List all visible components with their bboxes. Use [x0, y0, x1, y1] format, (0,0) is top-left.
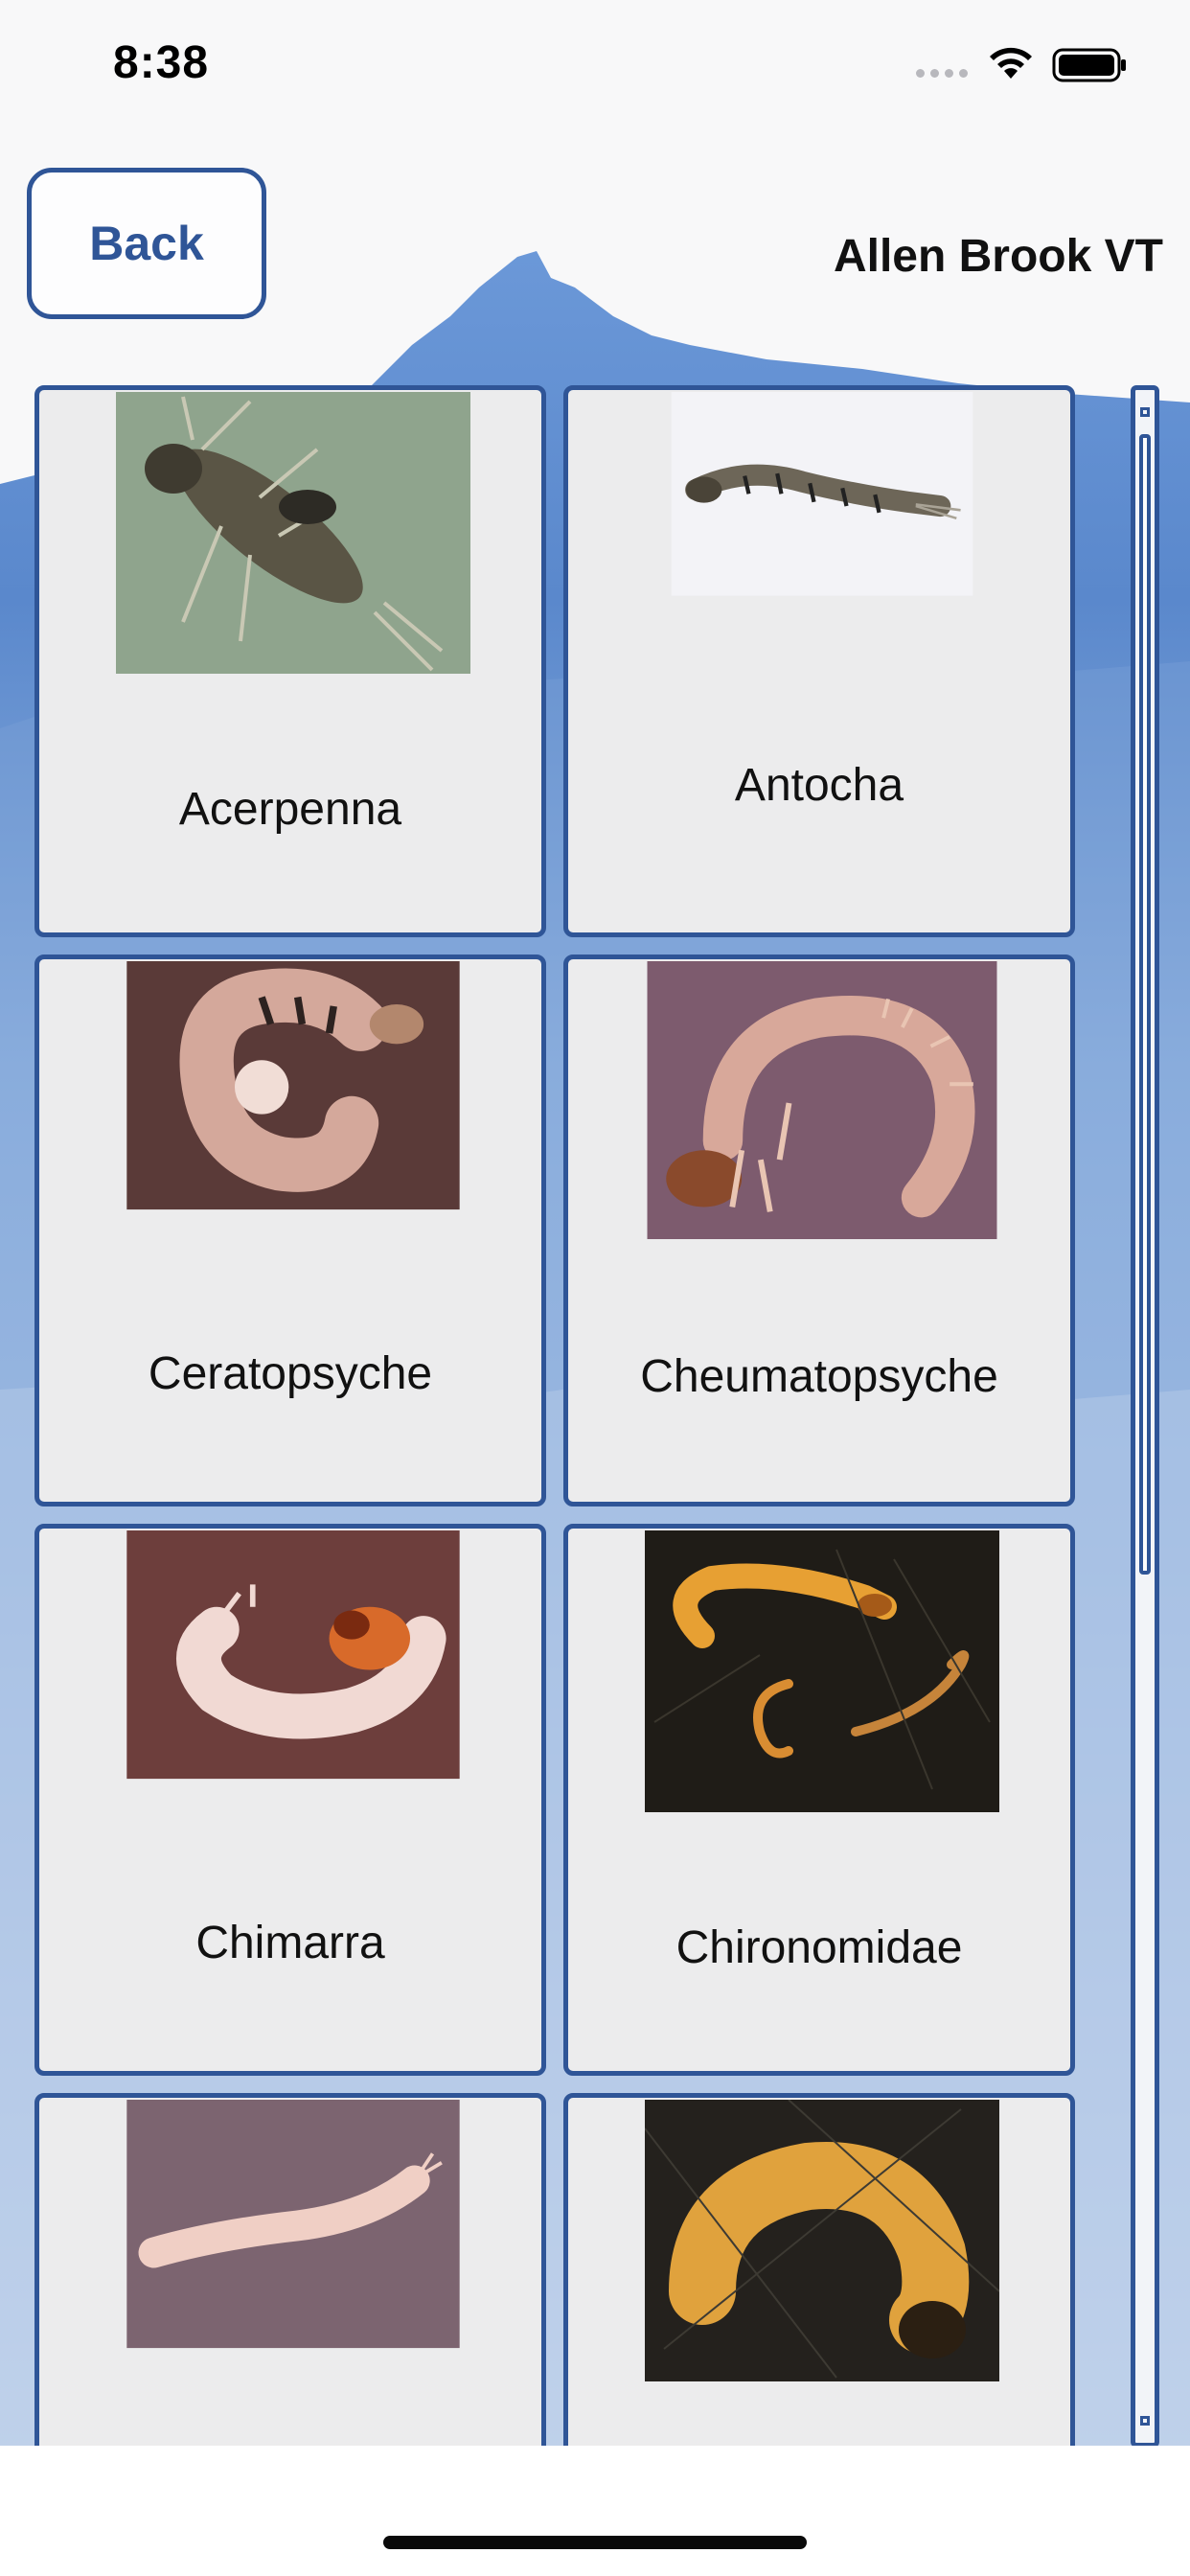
taxon-photo	[647, 961, 997, 1239]
taxon-card[interactable]: Antocha	[563, 385, 1075, 937]
taxon-name: Acerpenna	[178, 784, 402, 835]
taxon-card[interactable]: Ceratopsyche	[34, 954, 546, 1506]
taxon-card[interactable]: Acerpenna	[34, 385, 546, 937]
taxon-card[interactable]: Cheumatopsyche	[563, 954, 1075, 1506]
scroll-up-icon[interactable]	[1140, 407, 1150, 417]
battery-icon	[1052, 48, 1126, 82]
taxon-photo	[126, 1530, 460, 1780]
cellular-signal-icon	[916, 69, 968, 78]
taxon-card[interactable]	[563, 2093, 1075, 2446]
status-bar: 8:38	[0, 0, 1190, 134]
scroll-down-icon[interactable]	[1140, 2416, 1150, 2426]
taxon-photo	[671, 392, 973, 596]
taxon-photo	[126, 2100, 460, 2349]
taxon-name: Antocha	[734, 760, 904, 811]
taxon-card[interactable]	[34, 2093, 546, 2446]
status-time: 8:38	[113, 37, 210, 88]
taxon-name: Chironomidae	[675, 1922, 963, 1973]
taxa-grid: Acerpenna Antocha Ceratopsyche	[0, 383, 1102, 2446]
home-indicator[interactable]	[383, 2536, 807, 2549]
taxon-photo	[116, 392, 470, 674]
taxon-card[interactable]: Chironomidae	[563, 1524, 1075, 2076]
scrollbar[interactable]	[1131, 385, 1159, 2448]
taxon-photo	[645, 1530, 999, 1812]
taxon-name: Ceratopsyche	[148, 1348, 433, 1399]
taxon-photo	[645, 2100, 999, 2381]
wifi-icon	[990, 47, 1032, 79]
back-button[interactable]: Back	[27, 168, 266, 319]
taxon-name: Cheumatopsyche	[640, 1351, 998, 1402]
taxon-name: Chimarra	[195, 1918, 385, 1968]
taxon-photo	[126, 961, 460, 1210]
bottom-safe-area	[0, 2446, 1190, 2576]
taxon-card[interactable]: Chimarra	[34, 1524, 546, 2076]
site-title: Allen Brook VT	[833, 231, 1163, 282]
scrollbar-thumb[interactable]	[1139, 434, 1151, 1575]
